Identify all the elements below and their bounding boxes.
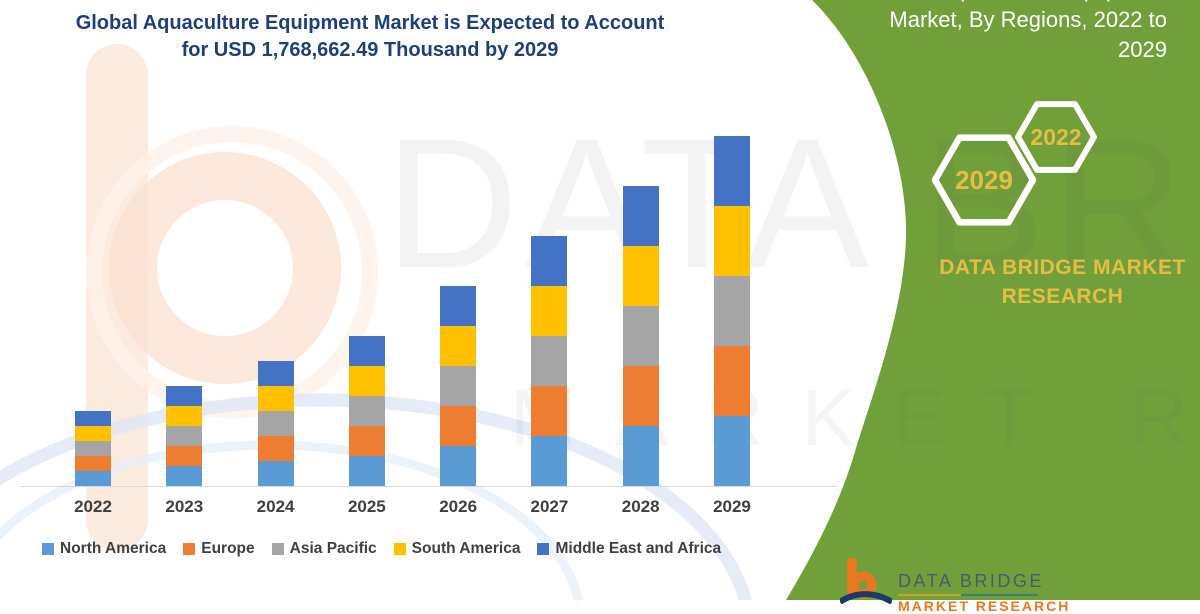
bar-segment-2025-north-america bbox=[348, 456, 385, 486]
bar-segment-2022-europe bbox=[75, 456, 111, 471]
bar-segment-2027-middle-east-and-africa bbox=[531, 236, 568, 286]
hexagon-2029-badge: 2029 bbox=[931, 134, 1037, 226]
legend-swatch-icon bbox=[42, 543, 54, 555]
bar-segment-2028-asia-pacific bbox=[622, 306, 659, 366]
legend-item-south-america: South America bbox=[393, 540, 521, 558]
x-axis-label-2024: 2024 bbox=[256, 497, 295, 516]
bar-2025 bbox=[348, 336, 385, 486]
bar-segment-2027-north-america bbox=[531, 436, 568, 486]
bar-2024 bbox=[257, 361, 294, 486]
bar-2029 bbox=[713, 136, 750, 486]
legend-swatch-icon bbox=[393, 543, 406, 555]
legend-swatch-icon bbox=[271, 543, 284, 555]
bar-segment-2024-europe bbox=[257, 436, 294, 461]
bar-segment-2025-europe bbox=[348, 426, 385, 456]
report-title-line2: Market, By Regions, 2022 to bbox=[889, 7, 1167, 32]
x-axis-line bbox=[20, 486, 838, 487]
hexagon-2022-label: 2022 bbox=[1030, 124, 1081, 150]
legend-swatch-icon bbox=[537, 543, 550, 555]
bar-segment-2025-south-america bbox=[348, 366, 385, 396]
company-logo: DATA BRIDGE MARKET RESEARCH bbox=[840, 558, 1070, 614]
bar-segment-2024-north-america bbox=[257, 461, 294, 486]
bar-segment-2026-north-america bbox=[440, 446, 477, 486]
logo-underline bbox=[898, 594, 1038, 596]
bar-segment-2022-middle-east-and-africa bbox=[75, 411, 111, 426]
legend-item-north-america: North America bbox=[42, 540, 166, 558]
logo-subtitle: MARKET RESEARCH bbox=[898, 598, 1071, 614]
legend-item-middle-east-and-africa: Middle East and Africa bbox=[537, 540, 721, 558]
bar-segment-2028-south-america bbox=[622, 246, 659, 306]
bar-segment-2027-europe bbox=[531, 386, 568, 436]
bar-segment-2023-europe bbox=[166, 446, 203, 466]
legend-item-asia-pacific: Asia Pacific bbox=[271, 540, 377, 558]
bar-2028 bbox=[622, 186, 659, 486]
bar-segment-2028-middle-east-and-africa bbox=[622, 186, 659, 246]
bar-segment-2025-asia-pacific bbox=[348, 396, 385, 426]
x-axis-label-2025: 2025 bbox=[347, 497, 386, 516]
bar-segment-2026-europe bbox=[440, 406, 477, 446]
page-title-line2: for USD 1,768,662.49 Thousand by 2029 bbox=[181, 39, 559, 61]
bar-segment-2024-south-america bbox=[257, 386, 294, 411]
bar-2026 bbox=[440, 286, 477, 486]
x-axis-label-2027: 2027 bbox=[530, 497, 569, 516]
x-axis-label-2028: 2028 bbox=[621, 497, 660, 516]
logo-company-name: DATA BRIDGE bbox=[898, 571, 1044, 591]
x-axis-labels: 2022 2023 2024 2025 2026 2027 2028 2029 bbox=[74, 497, 751, 517]
legend-label: Europe bbox=[201, 540, 255, 557]
bar-segment-2029-middle-east-and-africa bbox=[713, 136, 750, 206]
legend-label: North America bbox=[60, 540, 167, 557]
hexagon-badges: 2022 2029 bbox=[931, 101, 1097, 226]
hexagon-2022-badge: 2022 bbox=[1015, 101, 1097, 173]
bar-segment-2026-middle-east-and-africa bbox=[440, 286, 477, 326]
bar-segment-2029-europe bbox=[713, 346, 750, 416]
bar-2023 bbox=[166, 386, 203, 486]
page-title: Global Aquaculture Equipment Market is E… bbox=[40, 10, 700, 64]
bar-segment-2029-north-america bbox=[713, 416, 750, 486]
report-title-line3: 2029 bbox=[1118, 37, 1167, 62]
bar-segment-2023-middle-east-and-africa bbox=[166, 386, 203, 406]
chart-legend: North America Europe Asia Pacific South Ame… bbox=[42, 540, 721, 558]
bar-segment-2022-north-america bbox=[75, 471, 111, 486]
x-axis-label-2029: 2029 bbox=[713, 497, 751, 516]
bar-segment-2024-asia-pacific bbox=[257, 411, 294, 436]
bar-segment-2026-south-america bbox=[440, 326, 477, 366]
bar-segment-2023-south-america bbox=[166, 406, 203, 426]
bar-segment-2025-middle-east-and-africa bbox=[348, 336, 385, 366]
bar-2027 bbox=[531, 236, 568, 486]
bar-segment-2027-asia-pacific bbox=[531, 336, 568, 386]
watermark-b-icon bbox=[86, 44, 378, 551]
page-title-line1: Global Aquaculture Equipment Market is E… bbox=[75, 12, 665, 34]
bar-segment-2026-asia-pacific bbox=[440, 366, 477, 406]
report-title-line1: Global Aquaculture Equipment bbox=[827, 0, 1167, 5]
legend-label: Middle East and Africa bbox=[555, 540, 722, 557]
bar-2022 bbox=[75, 411, 111, 486]
legend-label: South America bbox=[411, 540, 521, 557]
bar-segment-2027-south-america bbox=[531, 286, 568, 336]
x-axis-label-2022: 2022 bbox=[74, 497, 112, 516]
bar-segment-2022-south-america bbox=[75, 426, 111, 441]
green-panel-background bbox=[786, 0, 1200, 600]
legend-item-europe: Europe bbox=[183, 540, 255, 558]
bar-segment-2029-south-america bbox=[713, 206, 750, 276]
bar-segment-2028-north-america bbox=[622, 426, 659, 486]
bar-segment-2029-asia-pacific bbox=[713, 276, 750, 346]
bar-segment-2028-europe bbox=[622, 366, 659, 426]
x-axis-label-2023: 2023 bbox=[165, 497, 204, 516]
bar-segment-2023-asia-pacific bbox=[166, 426, 203, 446]
stacked-bar-chart bbox=[75, 136, 750, 486]
brand-name: DATA BRIDGE MARKET RESEARCH bbox=[939, 256, 1186, 308]
hexagon-2029-label: 2029 bbox=[955, 165, 1013, 195]
legend-label: Asia Pacific bbox=[289, 540, 377, 557]
report-title: Global Aquaculture Equipment Market, By … bbox=[827, 0, 1167, 65]
bar-segment-2022-asia-pacific bbox=[75, 441, 111, 456]
bar-segment-2024-middle-east-and-africa bbox=[257, 361, 294, 386]
x-axis-label-2026: 2026 bbox=[439, 497, 478, 516]
legend-swatch-icon bbox=[183, 543, 196, 555]
bar-segment-2023-north-america bbox=[166, 466, 203, 486]
logo-b-icon bbox=[840, 558, 892, 604]
